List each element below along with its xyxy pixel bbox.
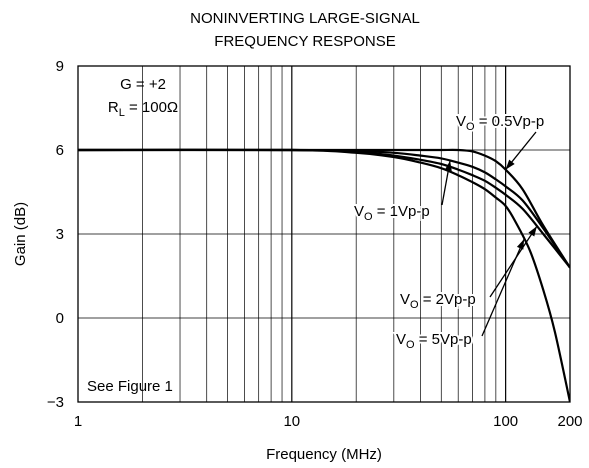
x-tick-label: 1 (74, 413, 82, 430)
series-arrow-4 (481, 238, 525, 337)
series-label-2: VO = 1Vp-p (354, 203, 430, 223)
y-tick-label: 6 (56, 142, 64, 159)
y-axis-label: Gain (dB) (12, 202, 29, 266)
series-arrowhead-4 (516, 239, 525, 250)
annotations: VO = 0.5Vp-p VO = 1Vp-p VO = 2Vp-p VO = 5Vp… (352, 111, 546, 353)
chart-title-line-1: NONINVERTING LARGE-SIGNAL (190, 10, 420, 27)
series-arrowhead-3 (528, 226, 537, 237)
series-arrowhead-2 (444, 160, 452, 172)
x-tick-label: 100 (493, 413, 518, 430)
series-label-4: VO = 5Vp-p (396, 331, 472, 351)
x-tick-label: 200 (557, 413, 582, 430)
series-arrow-3 (489, 225, 538, 298)
see-figure-note: See Figure 1 (87, 378, 173, 395)
series-curves (78, 148, 570, 402)
load-condition: RL = 100Ω (108, 99, 178, 119)
series-label-1: VO = 0.5Vp-p (456, 113, 544, 133)
plot-frame (77, 65, 571, 403)
series-label-3: VO = 2Vp-p (400, 291, 476, 311)
x-axis-label: Frequency (MHz) (266, 446, 382, 463)
y-tick-label: 9 (56, 58, 64, 75)
gain-condition: G = +2 (120, 76, 166, 93)
y-tick-label: 3 (56, 226, 64, 243)
y-tick-label: −3 (47, 394, 64, 411)
x-tick-label: 10 (283, 413, 300, 430)
y-tick-label: 0 (56, 310, 64, 327)
series-arrowhead-1 (505, 159, 515, 170)
tick-labels: 1 10 100 200 9 6 3 0 −3 (47, 58, 583, 430)
series-curve-4 (78, 148, 570, 402)
chart-title-line-2: FREQUENCY RESPONSE (214, 33, 395, 50)
